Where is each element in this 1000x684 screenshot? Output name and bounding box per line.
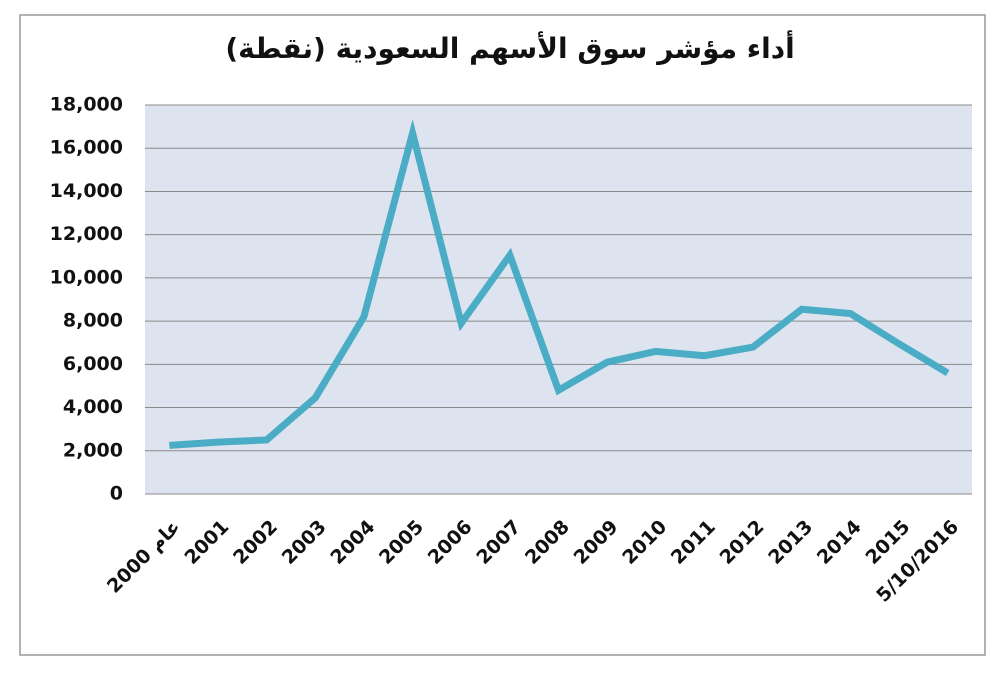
y-tick-label: 0 [110,483,123,505]
y-tick-label: 18,000 [50,94,123,116]
y-tick-label: 4,000 [63,396,123,418]
line [169,119,950,449]
y-tick-label: 8,000 [63,310,123,332]
y-tick-label: 12,000 [50,223,123,245]
y-tick-label: 10,000 [50,266,123,288]
y-tick-label: 14,000 [50,180,123,202]
y-tick-label: 2,000 [63,439,123,461]
y-tick-label: 16,000 [50,137,123,159]
y-tick-label: 6,000 [63,353,123,375]
chart-title: أداء مؤشر سوق الأسهم السعودية (نقطة) [225,30,794,65]
